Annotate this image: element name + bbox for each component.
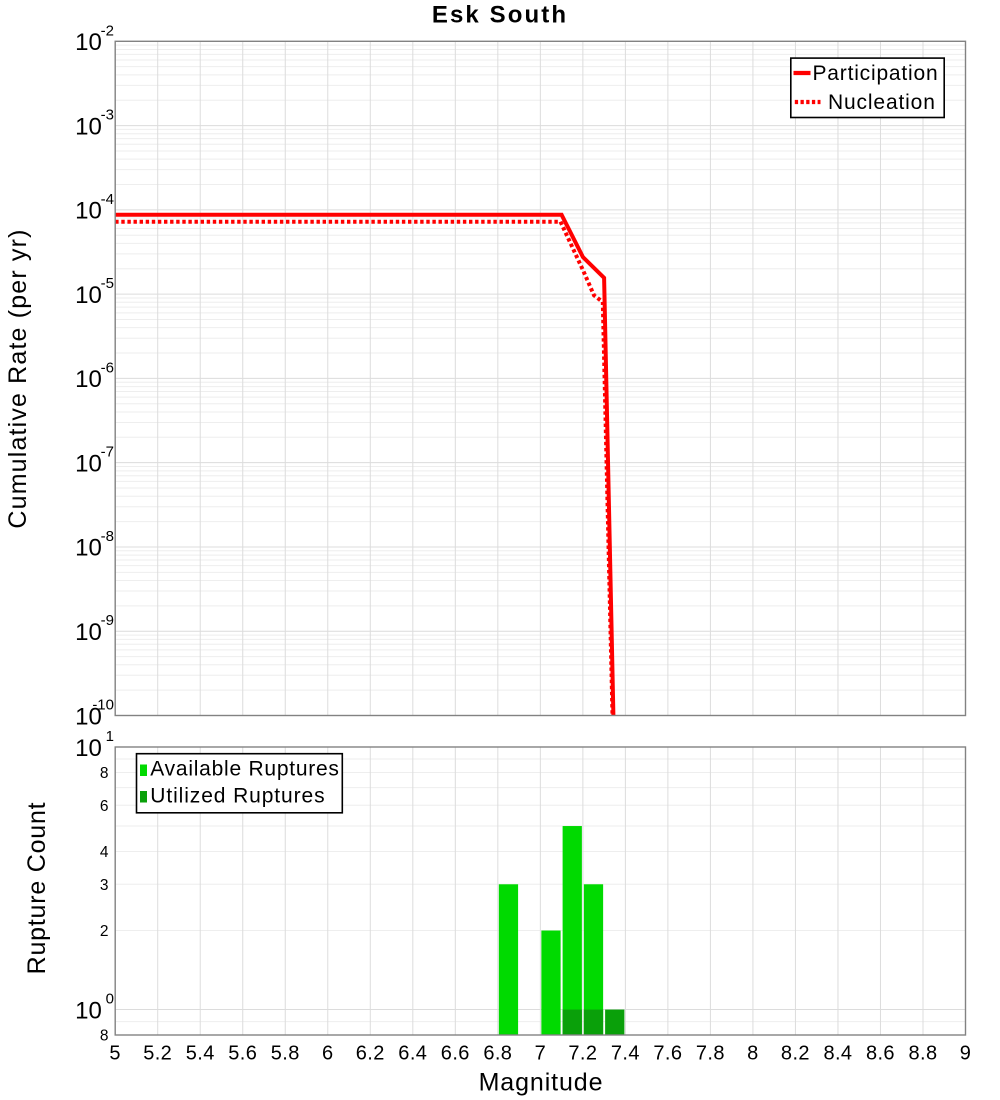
- svg-text:1: 1: [106, 728, 114, 745]
- svg-text:Available Ruptures: Available Ruptures: [150, 758, 339, 781]
- svg-text:10: 10: [75, 198, 102, 225]
- svg-text:10: 10: [75, 619, 102, 646]
- svg-text:-2: -2: [101, 22, 114, 39]
- svg-text:6.6: 6.6: [441, 1043, 470, 1065]
- svg-text:6.8: 6.8: [483, 1043, 512, 1065]
- svg-text:5.4: 5.4: [186, 1043, 215, 1065]
- svg-text:-4: -4: [101, 191, 114, 208]
- svg-text:7.6: 7.6: [653, 1043, 682, 1065]
- svg-text:10: 10: [75, 450, 102, 477]
- svg-text:Cumulative Rate (per yr): Cumulative Rate (per yr): [4, 228, 32, 528]
- svg-text:-9: -9: [101, 612, 114, 629]
- svg-text:10: 10: [75, 29, 102, 56]
- svg-text:6: 6: [100, 798, 109, 815]
- svg-text:-3: -3: [101, 107, 114, 124]
- svg-text:10: 10: [75, 282, 102, 309]
- svg-text:10: 10: [75, 535, 102, 562]
- svg-text:-8: -8: [101, 528, 114, 545]
- svg-text:10: 10: [75, 735, 102, 762]
- svg-text:Rupture Count: Rupture Count: [23, 802, 51, 975]
- svg-text:4: 4: [100, 844, 109, 861]
- svg-text:0: 0: [106, 991, 114, 1008]
- svg-text:8.8: 8.8: [908, 1043, 937, 1065]
- svg-text:8.6: 8.6: [866, 1043, 895, 1065]
- svg-text:8.2: 8.2: [781, 1043, 810, 1065]
- svg-text:6.2: 6.2: [356, 1043, 385, 1065]
- svg-text:7.4: 7.4: [611, 1043, 640, 1065]
- svg-text:10: 10: [75, 113, 102, 140]
- svg-text:7.8: 7.8: [696, 1043, 725, 1065]
- svg-text:7.2: 7.2: [568, 1043, 597, 1065]
- svg-text:5: 5: [109, 1043, 121, 1065]
- svg-text:8: 8: [100, 765, 109, 782]
- svg-text:Participation: Participation: [813, 62, 939, 85]
- svg-text:Esk South: Esk South: [432, 2, 568, 29]
- svg-text:-10: -10: [92, 697, 114, 714]
- svg-text:Magnitude: Magnitude: [479, 1069, 604, 1097]
- svg-text:3: 3: [100, 877, 109, 894]
- svg-text:5.6: 5.6: [228, 1043, 257, 1065]
- svg-text:Nucleation: Nucleation: [828, 91, 936, 114]
- svg-text:5.8: 5.8: [271, 1043, 300, 1065]
- svg-text:8.4: 8.4: [823, 1043, 852, 1065]
- svg-text:Utilized Ruptures: Utilized Ruptures: [150, 785, 325, 808]
- svg-text:-7: -7: [101, 444, 114, 461]
- svg-text:8: 8: [100, 1028, 109, 1045]
- svg-text:9: 9: [960, 1043, 972, 1065]
- svg-text:10: 10: [75, 703, 102, 730]
- svg-text:-5: -5: [101, 275, 114, 292]
- svg-text:5.2: 5.2: [143, 1043, 172, 1065]
- svg-text:10: 10: [75, 366, 102, 393]
- svg-text:6: 6: [322, 1043, 334, 1065]
- svg-text:7: 7: [535, 1043, 547, 1065]
- svg-text:10: 10: [75, 997, 102, 1024]
- svg-text:2: 2: [100, 923, 109, 940]
- svg-text:-6: -6: [101, 359, 114, 376]
- svg-text:8: 8: [747, 1043, 759, 1065]
- svg-text:6.4: 6.4: [398, 1043, 427, 1065]
